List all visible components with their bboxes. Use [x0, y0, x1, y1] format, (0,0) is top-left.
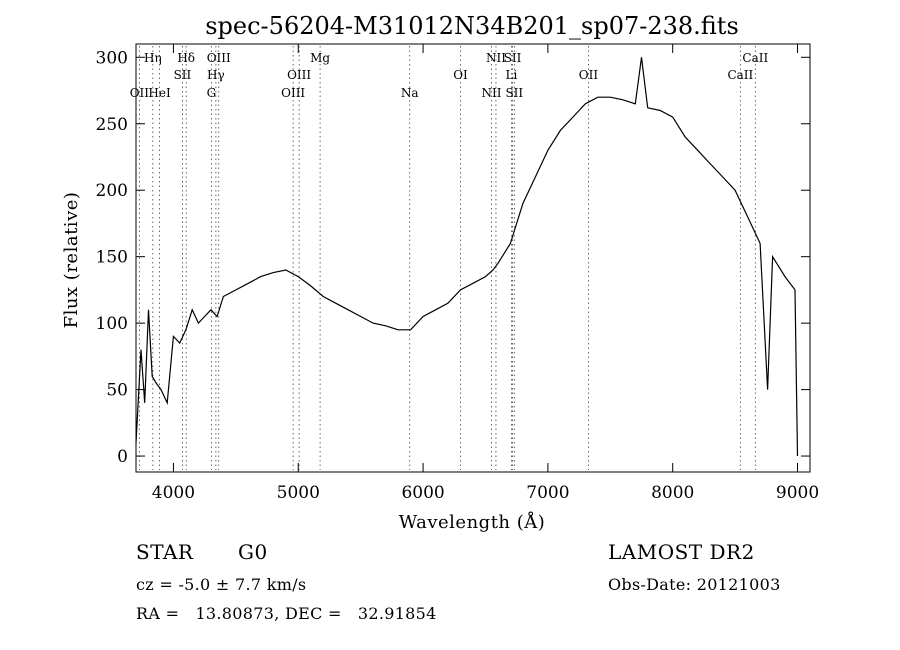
chart-title: spec-56204-M31012N34B201_sp07-238.fits [205, 12, 739, 40]
x-tick-label: 8000 [651, 483, 694, 503]
y-tick-label: 100 [96, 314, 128, 334]
spectral-line-label: Hγ [207, 68, 225, 82]
spectral-line-label: SII [505, 86, 523, 100]
spectral-line-label: CaII [727, 68, 753, 82]
x-tick: 5000 [277, 44, 320, 503]
spectral-line-label: G [207, 86, 217, 100]
x-axis: 4000 5000 6000 7000 8000 9000 [152, 44, 819, 503]
y-tick-label: 50 [106, 381, 128, 401]
obs-date-text: Obs-Date: 20121003 [608, 575, 781, 594]
y-axis: 0 50 100 150 200 250 300 [96, 48, 810, 467]
spectral-line-label: OII [579, 68, 599, 82]
spectrum-series-line [135, 57, 799, 457]
spectral-line-label: NII [481, 86, 501, 100]
x-tick-label: 7000 [526, 483, 569, 503]
y-tick: 300 [96, 48, 810, 68]
y-tick: 250 [96, 115, 810, 135]
x-tick-label: 4000 [152, 483, 195, 503]
x-tick: 6000 [401, 44, 445, 503]
x-tick: 8000 [651, 44, 694, 503]
x-tick-label: 6000 [401, 483, 444, 503]
spectral-line-label: Hη [144, 51, 162, 65]
y-axis-label: Flux (relative) [61, 192, 82, 329]
y-tick: 100 [96, 314, 810, 334]
y-tick-label: 250 [96, 115, 128, 135]
spectral-line-label: HeI [148, 86, 171, 100]
y-tick-label: 0 [117, 447, 128, 467]
survey-name: LAMOST DR2 [608, 540, 755, 564]
redshift-text: cz = -5.0 ± 7.7 km/s [136, 575, 307, 594]
y-tick: 150 [96, 248, 810, 268]
x-tick-label: 9000 [776, 483, 819, 503]
y-tick-label: 300 [96, 48, 128, 68]
x-axis-label: Wavelength (Å) [399, 511, 546, 533]
x-tick: 4000 [152, 44, 195, 503]
object-class: STAR [136, 540, 194, 564]
spectral-line-label: OIII [281, 86, 305, 100]
x-tick: 9000 [776, 44, 819, 503]
spectral-line-label: CaII [742, 51, 768, 65]
spectral-line-label: Hδ [177, 51, 195, 65]
spectral-line-markers [138, 46, 756, 470]
spectral-line-label: OIII [287, 68, 311, 82]
object-subclass: G0 [238, 540, 268, 564]
spectral-line-label: OII [130, 86, 150, 100]
spectral-line-label: SII [174, 68, 192, 82]
spectral-line-label: OIII [207, 51, 231, 65]
spectral-line-label: Mg [310, 51, 330, 65]
y-tick-label: 200 [96, 181, 128, 201]
coordinates-text: RA = 13.80873, DEC = 32.91854 [136, 604, 437, 623]
y-tick: 0 [117, 447, 810, 467]
y-tick: 50 [106, 381, 810, 401]
spectral-line-label: Na [401, 86, 419, 100]
spectral-line-label: Li [506, 68, 518, 82]
x-tick: 7000 [526, 44, 570, 503]
x-tick-label: 5000 [277, 483, 320, 503]
spectral-line-label: OI [453, 68, 468, 82]
spectral-line-label: NII [486, 51, 506, 65]
y-tick-label: 150 [96, 248, 128, 268]
plot-frame [135, 43, 811, 473]
y-tick: 200 [96, 181, 810, 201]
spectral-line-label: SII [504, 51, 522, 65]
